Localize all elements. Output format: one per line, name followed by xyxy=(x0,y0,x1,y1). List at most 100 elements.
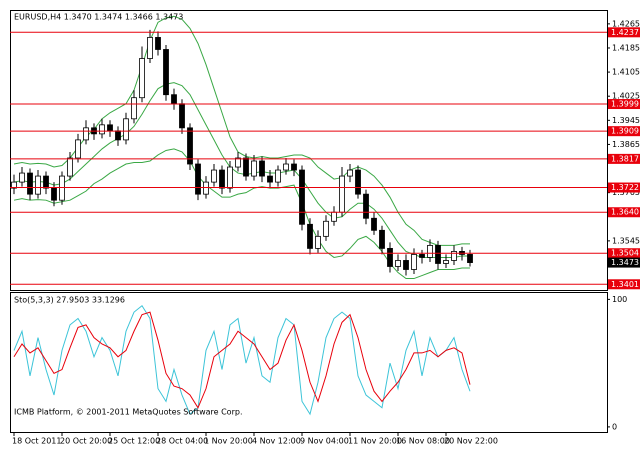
candle-body xyxy=(363,193,369,219)
candle-body xyxy=(451,251,457,261)
y-tick-label: 1.3545 xyxy=(612,236,640,245)
candle-body xyxy=(99,124,105,135)
x-tick-label: 16 Nov 08:00 xyxy=(396,437,450,446)
series-line xyxy=(13,15,470,246)
candle-body xyxy=(371,217,377,231)
y-tick-label: 1.4265 xyxy=(612,19,640,28)
indicator-title: Sto(5,3,3) 27.9503 33.1296 xyxy=(14,296,125,305)
candle-body xyxy=(179,103,185,129)
candle-body xyxy=(251,160,257,177)
price-label-box xyxy=(608,257,640,268)
level-label-box xyxy=(608,99,640,110)
indicator-pane xyxy=(10,292,608,433)
level-label-box xyxy=(608,27,640,38)
candle-body xyxy=(411,254,417,270)
level-label-box xyxy=(608,182,640,193)
candle-body xyxy=(123,118,129,141)
candle-body xyxy=(195,163,201,195)
candle-body xyxy=(443,260,449,264)
candle-body xyxy=(387,248,393,267)
candle-body xyxy=(379,229,385,249)
candle-body xyxy=(211,169,217,183)
y-tick-label: 1.4105 xyxy=(612,68,640,77)
candle-body xyxy=(19,172,25,183)
candle-body xyxy=(155,37,161,50)
candle-body xyxy=(11,181,17,189)
candle-body xyxy=(107,124,113,132)
candle-body xyxy=(467,254,473,263)
candle-body xyxy=(323,220,329,237)
candle-body xyxy=(291,163,297,171)
level-label-box xyxy=(608,279,640,290)
candle-body xyxy=(339,175,345,213)
candle-body xyxy=(427,244,433,258)
series-line xyxy=(13,311,471,409)
level-label: 1.3999 xyxy=(611,100,639,109)
candle-body xyxy=(187,127,193,165)
candle-body xyxy=(203,181,209,195)
candle-body xyxy=(355,169,361,195)
candle-body xyxy=(315,235,321,249)
level-label: 1.3401 xyxy=(611,280,639,289)
candle-body xyxy=(283,163,289,171)
y-tick-label: 100 xyxy=(612,295,627,304)
candle-body xyxy=(235,157,241,168)
candle-body xyxy=(307,223,313,249)
candle-body xyxy=(403,260,409,270)
candle-body xyxy=(299,169,305,225)
candle-body xyxy=(75,139,81,159)
candle-body xyxy=(67,157,73,177)
candle-body xyxy=(331,211,337,222)
level-label: 1.4237 xyxy=(611,28,639,37)
x-tick-label: 18 Oct 2011 xyxy=(12,437,61,446)
candle-body xyxy=(163,49,169,96)
level-label: 1.3504 xyxy=(611,249,639,258)
candle-body xyxy=(347,169,353,177)
series-line xyxy=(13,305,471,416)
candle-body xyxy=(243,157,249,177)
y-tick-label: 0 xyxy=(612,422,617,431)
series-line xyxy=(13,82,470,258)
candle-body xyxy=(115,130,121,141)
candle-body xyxy=(227,166,233,189)
y-tick-label: 1.3705 xyxy=(612,188,640,197)
candle-body xyxy=(435,244,441,264)
x-tick-label: 20 Nov 22:00 xyxy=(444,437,498,446)
level-label: 1.3817 xyxy=(611,154,639,163)
y-tick-label: 1.3945 xyxy=(612,116,640,125)
candle-body xyxy=(43,175,49,189)
x-tick-label: 4 Nov 12:00 xyxy=(252,437,301,446)
candle-body xyxy=(275,169,281,183)
candle-body xyxy=(267,175,273,183)
x-tick-label: 1 Nov 20:00 xyxy=(204,437,253,446)
candle-body xyxy=(419,254,425,258)
candle-body xyxy=(219,169,225,189)
main-pane xyxy=(10,10,608,291)
x-tick-label: 20 Oct 20:00 xyxy=(60,437,112,446)
candle-body xyxy=(171,94,177,105)
candle-body xyxy=(51,187,57,201)
candle-body xyxy=(395,260,401,267)
candle-body xyxy=(27,172,33,195)
candle-body xyxy=(139,58,145,99)
level-label-box xyxy=(608,153,640,164)
chart-title: EURUSD,H4 1.3470 1.3474 1.3466 1.3473 xyxy=(14,13,183,22)
main-plot xyxy=(11,15,473,280)
level-label-box xyxy=(608,248,640,259)
level-label: 1.3640 xyxy=(611,208,639,217)
y-tick-label: 1.4025 xyxy=(612,92,640,101)
level-label: 1.3909 xyxy=(611,127,639,136)
x-tick-label: 11 Nov 20:00 xyxy=(348,437,402,446)
x-tick-label: 25 Oct 12:00 xyxy=(108,437,160,446)
watermark: ICMB Platform, © 2001-2011 MetaQuotes So… xyxy=(14,408,243,417)
candle-body xyxy=(131,97,137,120)
level-label: 1.3722 xyxy=(611,183,639,192)
candle-body xyxy=(83,127,89,141)
x-tick-label: 28 Oct 04:00 xyxy=(156,437,208,446)
level-label-box xyxy=(608,207,640,218)
y-tick-label: 1.3865 xyxy=(612,140,640,149)
level-label-box xyxy=(608,126,640,137)
